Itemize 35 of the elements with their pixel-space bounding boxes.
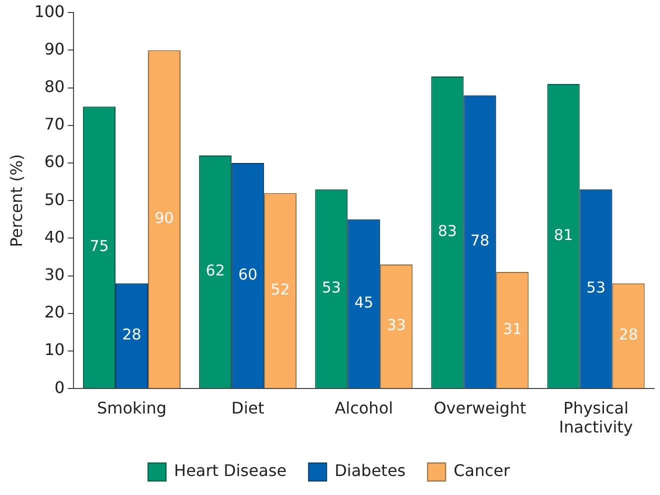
data-label: 52 xyxy=(270,280,290,298)
y-tick-label: 30 xyxy=(44,264,65,284)
data-label: 28 xyxy=(122,326,142,344)
data-label: 45 xyxy=(354,294,374,312)
data-label: 53 xyxy=(586,278,606,297)
x-tick-label: Overweight xyxy=(434,398,526,418)
y-tick-label: 60 xyxy=(44,152,65,172)
data-label: 83 xyxy=(438,222,457,240)
y-tick-label: 90 xyxy=(44,39,65,58)
y-tick-label: 20 xyxy=(44,302,65,322)
x-tick-label: Alcohol xyxy=(334,398,394,418)
y-tick-label: 10 xyxy=(44,340,65,360)
data-label: 60 xyxy=(238,265,258,284)
x-tick-label: Physical Inactivity xyxy=(559,398,633,437)
y-axis-title: Percent (%) xyxy=(6,154,26,248)
x-tick-label: Smoking xyxy=(96,398,167,418)
y-tick-label: 80 xyxy=(44,76,65,96)
y-tick-label: 40 xyxy=(44,227,65,246)
data-label: 33 xyxy=(386,316,406,334)
data-label: 75 xyxy=(90,237,109,256)
data-label: 90 xyxy=(154,209,174,228)
legend-label: Diabetes xyxy=(334,461,406,480)
data-label: 53 xyxy=(322,278,341,297)
data-label: 78 xyxy=(470,232,490,250)
data-label: 81 xyxy=(554,226,574,244)
y-tick-label: 0 xyxy=(54,378,65,397)
legend-label: Cancer xyxy=(454,461,510,480)
y-tick-label: 100 xyxy=(34,2,65,21)
data-label: 28 xyxy=(618,326,638,344)
data-label: 31 xyxy=(502,320,522,338)
data-label: 62 xyxy=(206,262,225,280)
legend-label: Heart Disease xyxy=(174,461,287,480)
x-tick-label: Diet xyxy=(231,398,264,418)
y-tick-label: 50 xyxy=(44,190,65,209)
y-tick-label: 70 xyxy=(44,114,65,134)
